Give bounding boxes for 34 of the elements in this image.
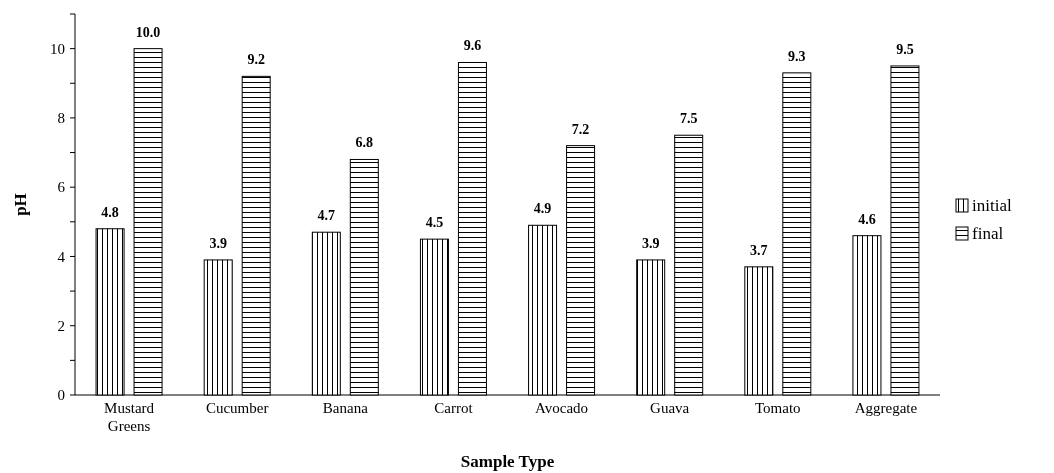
data-label: 9.2 <box>247 52 265 68</box>
data-label: 4.7 <box>317 208 336 224</box>
y-tick-label: 6 <box>57 179 66 196</box>
data-label: 7.5 <box>679 111 698 127</box>
data-label: 9.6 <box>463 38 482 54</box>
data-label: 6.8 <box>355 135 374 151</box>
x-tick-label: Avocado <box>535 400 589 416</box>
data-label: 3.9 <box>209 235 227 251</box>
x-tick-label: Guava <box>650 400 690 416</box>
data-label: 3.7 <box>750 242 768 258</box>
data-label: 3.9 <box>641 235 660 251</box>
x-tick-label: Mustard Greens <box>104 400 155 434</box>
data-label: 10.0 <box>135 24 161 40</box>
x-tick-label: Aggregate <box>854 400 918 416</box>
data-label: 9.3 <box>788 48 806 64</box>
data-label: 9.5 <box>896 41 914 57</box>
y-tick-label: 0 <box>57 387 65 404</box>
data-label: 4.6 <box>858 211 876 227</box>
y-axis-title: pH <box>11 193 30 216</box>
legend-label: initial <box>972 195 1012 215</box>
x-tick-label: Banana <box>322 400 369 416</box>
x-tick-label: Cucumber <box>205 400 269 416</box>
y-tick-label: 2 <box>57 317 65 334</box>
x-tick-label: Carrot <box>434 400 474 416</box>
y-tick-label: 4 <box>57 248 66 265</box>
data-label: 4.9 <box>533 201 552 217</box>
legend-label: final <box>972 223 1004 243</box>
data-label: 7.2 <box>571 121 590 137</box>
y-tick-label: 10 <box>50 40 65 57</box>
y-tick-label: 8 <box>57 110 65 127</box>
data-label: 4.8 <box>101 204 119 220</box>
data-label: 4.5 <box>425 215 444 231</box>
x-axis-title: Sample Type <box>460 452 555 471</box>
x-tick-label: Tomato <box>755 400 801 416</box>
